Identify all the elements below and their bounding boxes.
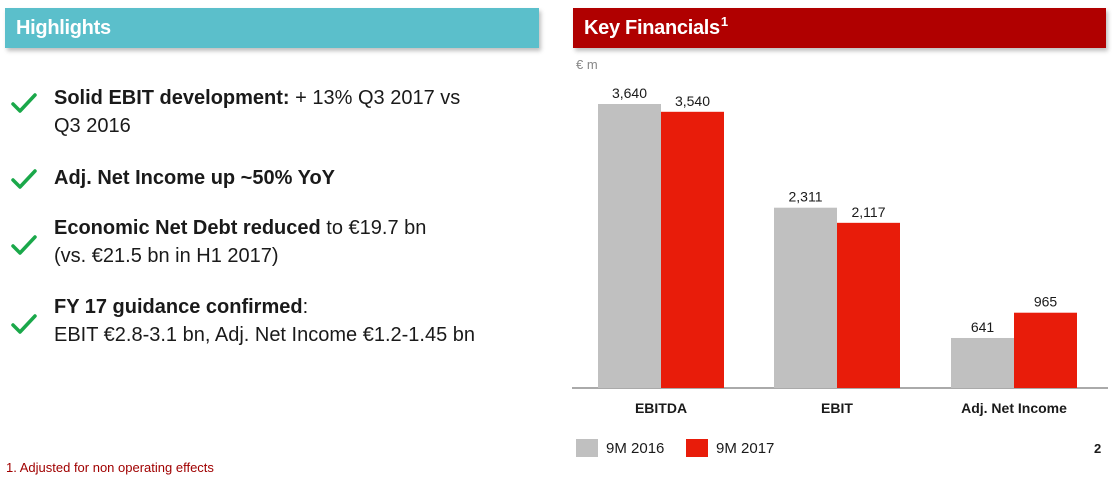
- checkmark-icon: [11, 169, 37, 189]
- data-label: 2,117: [852, 204, 886, 220]
- footnote-marker: 1: [720, 14, 728, 29]
- legend-label-9m-2016: 9M 2016: [606, 440, 665, 457]
- data-label: 3,540: [675, 93, 710, 109]
- key-financials-title: Key Financials: [584, 17, 720, 39]
- legend-swatch-9m-2017: [686, 439, 708, 457]
- bar-ebit-9m-2016: [774, 207, 837, 388]
- footnote: 1. Adjusted for non operating effects: [6, 460, 214, 475]
- bar-adj-net-income-9m-2016: [951, 337, 1014, 388]
- bar-chart: 3,640 3,540 EBITDA 2,311 2,117 EBIT 641 965 Adj.…: [572, 85, 1108, 416]
- category-label: EBITDA: [635, 400, 687, 416]
- category-label: EBIT: [821, 400, 853, 416]
- highlights-list: Solid EBIT development: + 13% Q3 2017 vs…: [0, 0, 560, 460]
- highlights-banner: Highlights: [5, 8, 539, 48]
- key-financials-banner: Key Financials1: [573, 8, 1106, 48]
- checkmark-icon: [11, 93, 37, 113]
- bar-ebit-9m-2017: [837, 222, 900, 388]
- bullet-text: Solid EBIT development: + 13% Q3 2017 vs…: [54, 87, 461, 137]
- checkmark-icon: [11, 314, 37, 334]
- checkmark-icon: [11, 235, 37, 255]
- category-label: Adj. Net Income: [961, 400, 1067, 416]
- bullet-text: Economic Net Debt reduced to €19.7 bn (v…: [54, 217, 427, 267]
- legend-label-9m-2017: 9M 2017: [716, 440, 775, 457]
- bar-adj-net-income-9m-2017: [1014, 312, 1077, 388]
- data-label: 965: [1034, 294, 1058, 310]
- bar-ebitda-9m-2016: [598, 104, 661, 388]
- data-label: 3,640: [612, 85, 647, 101]
- bar-ebitda-9m-2017: [661, 111, 724, 389]
- unit-label: € m: [576, 57, 598, 72]
- legend-swatch-9m-2016: [576, 439, 598, 457]
- page-number: 2: [1094, 441, 1102, 456]
- bullet-text: FY 17 guidance confirmed: EBIT €2.8-3.1 …: [54, 296, 476, 346]
- data-label: 2,311: [789, 189, 823, 205]
- highlights-title: Highlights: [16, 17, 111, 39]
- bullet-text: Adj. Net Income up ~50% YoY: [54, 167, 335, 189]
- data-label: 641: [971, 319, 995, 335]
